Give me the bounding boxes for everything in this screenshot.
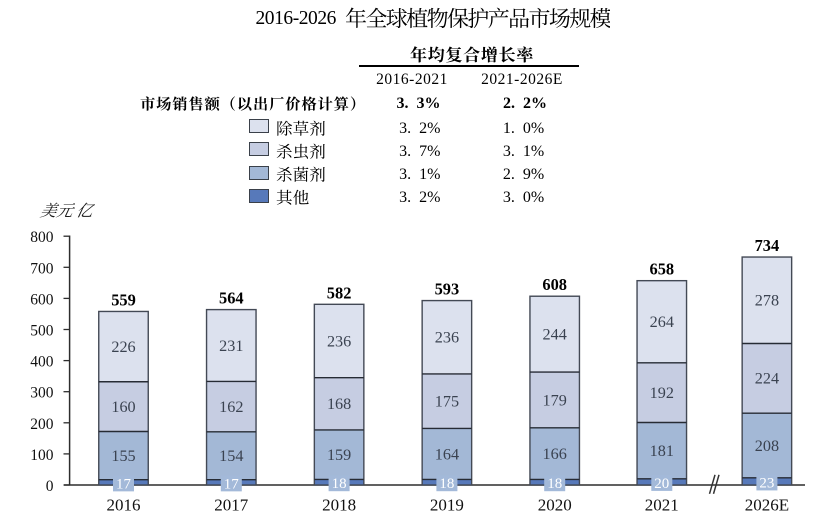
- svg-text:18: 18: [332, 476, 347, 492]
- svg-text:20: 20: [654, 476, 669, 492]
- svg-text:181: 181: [650, 442, 674, 460]
- svg-text:224: 224: [755, 370, 779, 388]
- svg-text:244: 244: [543, 326, 567, 344]
- svg-text:2020: 2020: [538, 496, 572, 515]
- svg-text:231: 231: [219, 337, 243, 355]
- svg-text:159: 159: [327, 446, 351, 464]
- svg-text:300: 300: [30, 385, 54, 402]
- svg-text:168: 168: [327, 395, 351, 413]
- svg-text:226: 226: [111, 338, 135, 356]
- svg-text:236: 236: [435, 329, 459, 347]
- svg-text:264: 264: [650, 313, 674, 331]
- svg-text:2026E: 2026E: [745, 496, 789, 515]
- svg-text:734: 734: [755, 236, 780, 255]
- svg-text:162: 162: [219, 398, 243, 416]
- svg-text:236: 236: [327, 332, 351, 350]
- svg-text:208: 208: [755, 437, 779, 455]
- svg-text:278: 278: [755, 292, 779, 310]
- svg-text:559: 559: [111, 290, 136, 309]
- svg-text:2017: 2017: [214, 496, 249, 515]
- svg-text:2021: 2021: [645, 496, 679, 515]
- svg-text:593: 593: [435, 280, 460, 299]
- svg-text:23: 23: [759, 475, 774, 491]
- svg-text:200: 200: [30, 416, 54, 433]
- svg-text:175: 175: [435, 393, 459, 411]
- svg-text:17: 17: [224, 476, 240, 492]
- svg-text:564: 564: [219, 289, 244, 308]
- svg-text:160: 160: [111, 398, 135, 416]
- svg-text:164: 164: [435, 445, 459, 463]
- svg-text:179: 179: [543, 391, 567, 409]
- svg-text:600: 600: [30, 291, 54, 308]
- svg-text:582: 582: [327, 283, 352, 302]
- svg-text:2018: 2018: [322, 496, 356, 515]
- svg-text:608: 608: [542, 275, 567, 294]
- svg-text:2019: 2019: [430, 496, 464, 515]
- svg-text:18: 18: [547, 476, 562, 492]
- svg-text:400: 400: [30, 354, 54, 371]
- svg-text:0: 0: [46, 478, 54, 495]
- svg-text:800: 800: [30, 229, 54, 246]
- svg-text:2016: 2016: [107, 496, 141, 515]
- svg-text:658: 658: [650, 260, 675, 279]
- svg-text:500: 500: [30, 323, 54, 340]
- svg-text:17: 17: [116, 476, 132, 492]
- svg-text:700: 700: [30, 260, 54, 277]
- svg-text:166: 166: [543, 445, 567, 463]
- svg-text:192: 192: [650, 384, 674, 402]
- svg-text:154: 154: [219, 447, 243, 465]
- svg-text:100: 100: [30, 447, 54, 464]
- svg-text:155: 155: [111, 447, 135, 465]
- svg-text:18: 18: [439, 476, 454, 492]
